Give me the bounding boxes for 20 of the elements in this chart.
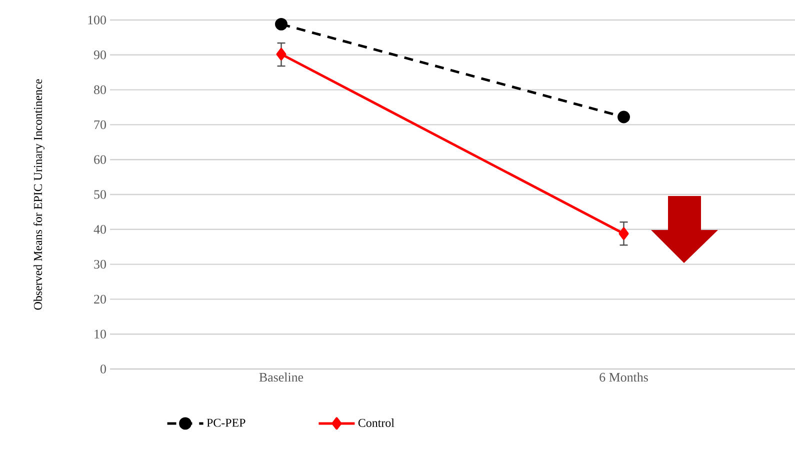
- y-tick-label: 50: [94, 190, 106, 199]
- y-axis-title: Observed Means for EPIC Urinary Incontinence: [33, 79, 44, 310]
- y-tick-label: 20: [94, 294, 106, 304]
- legend-label: PC-PEP: [206, 418, 246, 427]
- point: [276, 48, 286, 60]
- y-tick-label: 100: [88, 16, 106, 24]
- y-tick-label: 80: [94, 85, 106, 94]
- y-tick-label: 40: [94, 225, 106, 234]
- y-tick-label: 0: [100, 364, 106, 374]
- y-tick-label: 90: [94, 50, 106, 60]
- legend-label: Control: [358, 418, 394, 427]
- y-tick-label: 30: [94, 260, 106, 269]
- point: [618, 110, 630, 124]
- y-tick-label: 60: [94, 155, 106, 164]
- y-tick-label: 70: [94, 120, 106, 130]
- x-tick-label: Baseline: [259, 372, 304, 382]
- point: [618, 227, 629, 240]
- y-tick-label: 10: [94, 330, 106, 338]
- point: [275, 18, 288, 30]
- x-tick-label: 6 Months: [600, 372, 648, 382]
